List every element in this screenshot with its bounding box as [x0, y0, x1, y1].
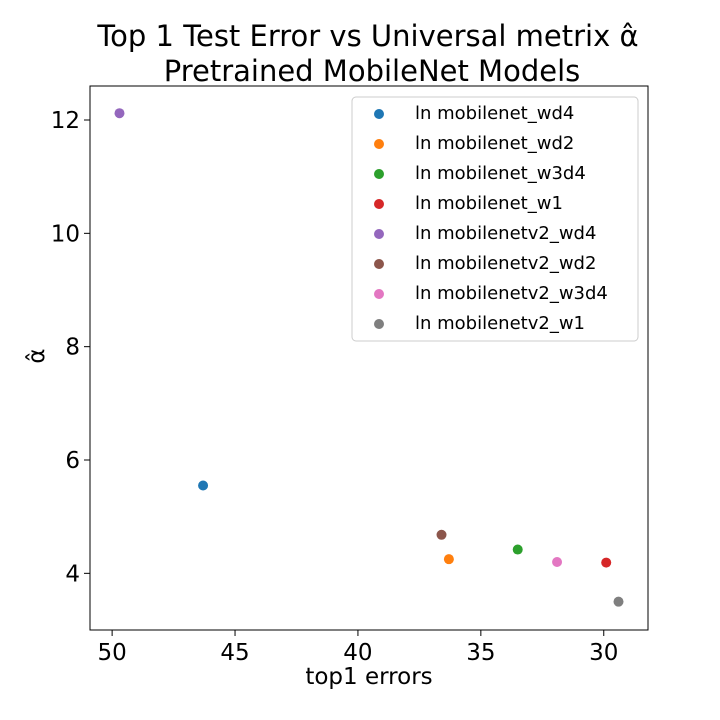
legend-label: ln mobilenet_w3d4 — [415, 163, 586, 184]
legend-label: ln mobilenet_w1 — [415, 193, 563, 214]
legend-marker — [374, 229, 384, 239]
data-point — [613, 596, 624, 607]
legend-marker — [374, 289, 384, 299]
legend-marker — [374, 139, 384, 149]
data-point — [443, 554, 454, 565]
legend-marker — [374, 259, 384, 269]
legend-label: ln mobilenetv2_wd4 — [415, 223, 596, 244]
data-point — [552, 557, 563, 567]
chart-title-line1: Top 1 Test Error vs Universal metrix α̂ — [96, 19, 638, 53]
axis-ticks: 50 45 40 35 30 4 6 8 10 12 — [51, 108, 619, 666]
data-point — [198, 480, 209, 491]
legend-label: ln mobilenetv2_wd2 — [415, 253, 596, 274]
chart-title-line2: Pretrained MobileNet Models — [164, 54, 581, 88]
legend-marker — [374, 319, 384, 329]
legend-label: ln mobilenetv2_w3d4 — [415, 283, 608, 304]
y-tick-label: 8 — [65, 335, 80, 361]
legend-marker — [374, 199, 384, 209]
y-tick-label: 6 — [65, 448, 80, 474]
plot-frame — [89, 85, 649, 631]
x-tick-label: 35 — [466, 640, 495, 666]
x-axis-label: top1 errors — [305, 664, 432, 690]
data-points — [114, 108, 624, 607]
x-tick-label: 30 — [589, 640, 618, 666]
data-point — [601, 557, 612, 568]
legend-marker — [374, 109, 384, 119]
data-point — [114, 108, 125, 119]
x-tick-label: 45 — [220, 640, 249, 666]
data-point — [512, 544, 523, 555]
x-tick-label: 50 — [97, 640, 126, 666]
legend-box — [351, 96, 639, 342]
y-tick-label: 12 — [51, 108, 80, 134]
data-point — [436, 529, 447, 540]
legend-label: ln mobilenet_wd2 — [415, 133, 574, 154]
legend-label: ln mobilenet_wd4 — [415, 103, 574, 124]
legend-marker — [374, 169, 384, 179]
y-tick-label: 10 — [51, 221, 80, 247]
legend-label: ln mobilenetv2_w1 — [415, 313, 585, 334]
x-tick-label: 40 — [343, 640, 372, 666]
y-axis-label: α̂ — [24, 348, 50, 363]
y-tick-label: 4 — [65, 561, 80, 587]
